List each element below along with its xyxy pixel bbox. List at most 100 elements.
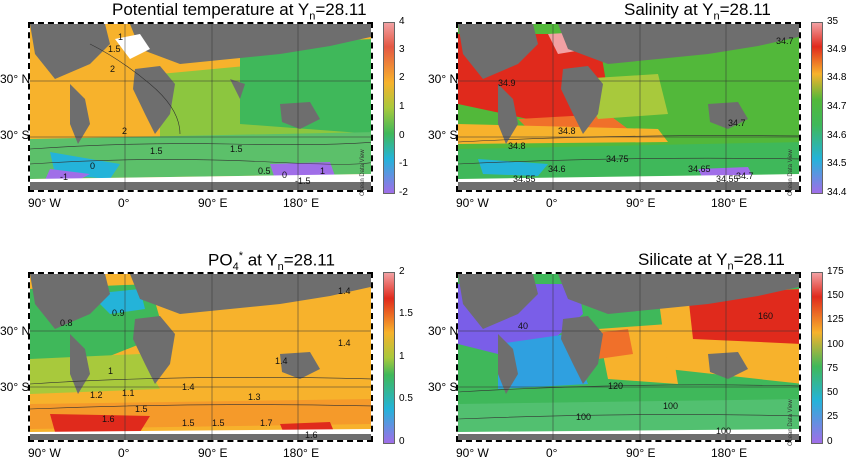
sal-map-svg: 34.9 34.8 34.75 34.7 34.7 34.65 34.7 34.…	[458, 24, 799, 190]
contour-label: 0	[90, 161, 95, 171]
contour-label: 34.6	[548, 164, 566, 174]
contour-label: 0.5	[258, 166, 271, 176]
colorbar-salinity	[811, 22, 823, 194]
contour-label: 1.5	[182, 418, 195, 428]
map-potential-temperature[interactable]: 1.5 2 1.5 0.5 0 1 -1.5 0 -1 2 1.5 1	[28, 22, 373, 192]
lat-label-30s: 30° S	[0, 128, 30, 142]
panel-salinity: Salinity at Yn=28.11	[428, 0, 850, 229]
colorbar-tick: 2	[399, 72, 405, 83]
lat-label-30s: 30° S	[428, 128, 458, 142]
lon-label-90e: 90° E	[626, 446, 656, 460]
lat-label-30n: 30° N	[428, 72, 459, 86]
lat-label-30n: 30° N	[428, 324, 459, 338]
contour-label: 1	[108, 366, 113, 376]
colorbar-tick: 34.9	[827, 44, 847, 55]
contour-label: 1.4	[182, 382, 195, 392]
contour-label: 1.3	[248, 392, 261, 402]
colorbar-tick: 0	[827, 436, 833, 447]
lon-label-180e: 180° E	[711, 196, 748, 210]
contour-label: 2	[122, 126, 127, 136]
colorbar-tick: 25	[827, 411, 839, 422]
lon-label-0: 0°	[546, 446, 558, 460]
temp-map-svg: 1.5 2 1.5 0.5 0 1 -1.5 0 -1 2 1.5 1	[30, 24, 371, 190]
map-po4-star[interactable]: 0.8 0.9 1 1.1 1.2 1.4 1.4 1.4 1.5 1.5 1.…	[28, 272, 373, 442]
panel-title: Salinity at Yn=28.11	[624, 0, 771, 23]
contour-label: 1.4	[338, 286, 351, 296]
colorbar-tick: 4	[399, 16, 405, 27]
contour-label: 34.8	[558, 126, 576, 136]
contour-label: 1.5	[212, 418, 225, 428]
colorbar-po4	[383, 272, 395, 444]
colorbar-silicate	[811, 272, 823, 444]
sil-map-svg: 40 120 100 100 100 160	[458, 274, 799, 440]
colorbar-tick: 0.5	[399, 393, 413, 404]
lon-label-0: 0°	[118, 196, 130, 210]
contour-label: 1.4	[338, 338, 351, 348]
colorbar-tick: 34.5	[827, 158, 847, 169]
colorbar-tick: 2	[399, 266, 405, 277]
contour-label: -1	[60, 172, 68, 182]
lon-label-180e: 180° E	[711, 446, 748, 460]
panel-title: Potential temperature at Yn=28.11	[112, 0, 367, 23]
contour-label: 1.2	[90, 390, 103, 400]
contour-label: 1	[118, 32, 123, 42]
lon-label-0: 0°	[546, 196, 558, 210]
contour-label: 1.5	[108, 44, 121, 54]
colorbar-tick: 1	[399, 101, 405, 112]
colorbar-tick: 3	[399, 44, 405, 55]
contour-label: 100	[576, 412, 591, 422]
colorbar-tick: 34.7	[827, 101, 847, 112]
colorbar-tick: -2	[399, 187, 408, 198]
contour-label: 2	[110, 64, 115, 74]
contour-label: 1.6	[102, 414, 115, 424]
lon-label-90w: 90° W	[28, 446, 61, 460]
contour-label: 120	[608, 381, 623, 391]
panel-silicate: Silicate at Yn=28.11	[428, 230, 850, 460]
panel-potential-temperature: Potential temperature at Yn=28.11	[0, 0, 425, 229]
colorbar-tick: 75	[827, 363, 839, 374]
odv-watermark: Ocean Data View	[788, 149, 794, 196]
contour-label: 100	[663, 401, 678, 411]
contour-label: 34.75	[606, 154, 629, 164]
colorbar-tick: 50	[827, 387, 839, 398]
colorbar-tick: 125	[827, 314, 844, 325]
colorbar-tick: 150	[827, 290, 844, 301]
contour-label: 34.7	[736, 171, 754, 181]
lon-label-180e: 180° E	[283, 446, 320, 460]
contour-label: 1.5	[150, 146, 163, 156]
colorbar-tick: 34.4	[827, 187, 847, 198]
contour-label: 34.7	[728, 118, 746, 128]
colorbar-tick: 0	[399, 130, 405, 141]
contour-label: 34.55	[513, 174, 536, 184]
panel-title: PO4* at Yn=28.11	[208, 250, 335, 274]
contour-label: 34.55	[716, 174, 739, 184]
contour-label: -1.5	[295, 176, 311, 186]
odv-watermark: Ocean Data View	[360, 149, 366, 196]
contour-label: 1.4	[275, 356, 288, 366]
lat-label-30n: 30° N	[0, 72, 31, 86]
contour-label: 34.7	[776, 36, 794, 46]
lon-label-90e: 90° E	[198, 446, 228, 460]
lat-label-30s: 30° S	[0, 380, 30, 394]
panel-po4-star: PO4* at Yn=28.11 0.8	[0, 230, 425, 460]
lat-label-30s: 30° S	[428, 380, 458, 394]
contour-label: 40	[518, 321, 528, 331]
contour-label: 100	[716, 426, 731, 436]
po4-map-svg: 0.8 0.9 1 1.1 1.2 1.4 1.4 1.4 1.5 1.5 1.…	[30, 274, 371, 440]
contour-label: 0.8	[60, 318, 73, 328]
colorbar-tick: 0	[399, 436, 405, 447]
lon-label-90e: 90° E	[198, 196, 228, 210]
contour-label: 34.65	[688, 164, 711, 174]
colorbar-tick: -1	[399, 158, 408, 169]
lon-label-90w: 90° W	[456, 196, 489, 210]
panel-title: Silicate at Yn=28.11	[638, 250, 785, 273]
map-silicate[interactable]: 40 120 100 100 100 160	[456, 272, 801, 442]
lon-label-0: 0°	[118, 446, 130, 460]
colorbar-tick: 100	[827, 339, 844, 350]
colorbar-tick: 35	[827, 16, 839, 27]
contour-label: 0	[282, 170, 287, 180]
odv-watermark: Ocean Data View	[788, 399, 794, 446]
lat-label-30n: 30° N	[0, 324, 31, 338]
lon-label-90w: 90° W	[456, 446, 489, 460]
map-salinity[interactable]: 34.9 34.8 34.75 34.7 34.7 34.65 34.7 34.…	[456, 22, 801, 192]
